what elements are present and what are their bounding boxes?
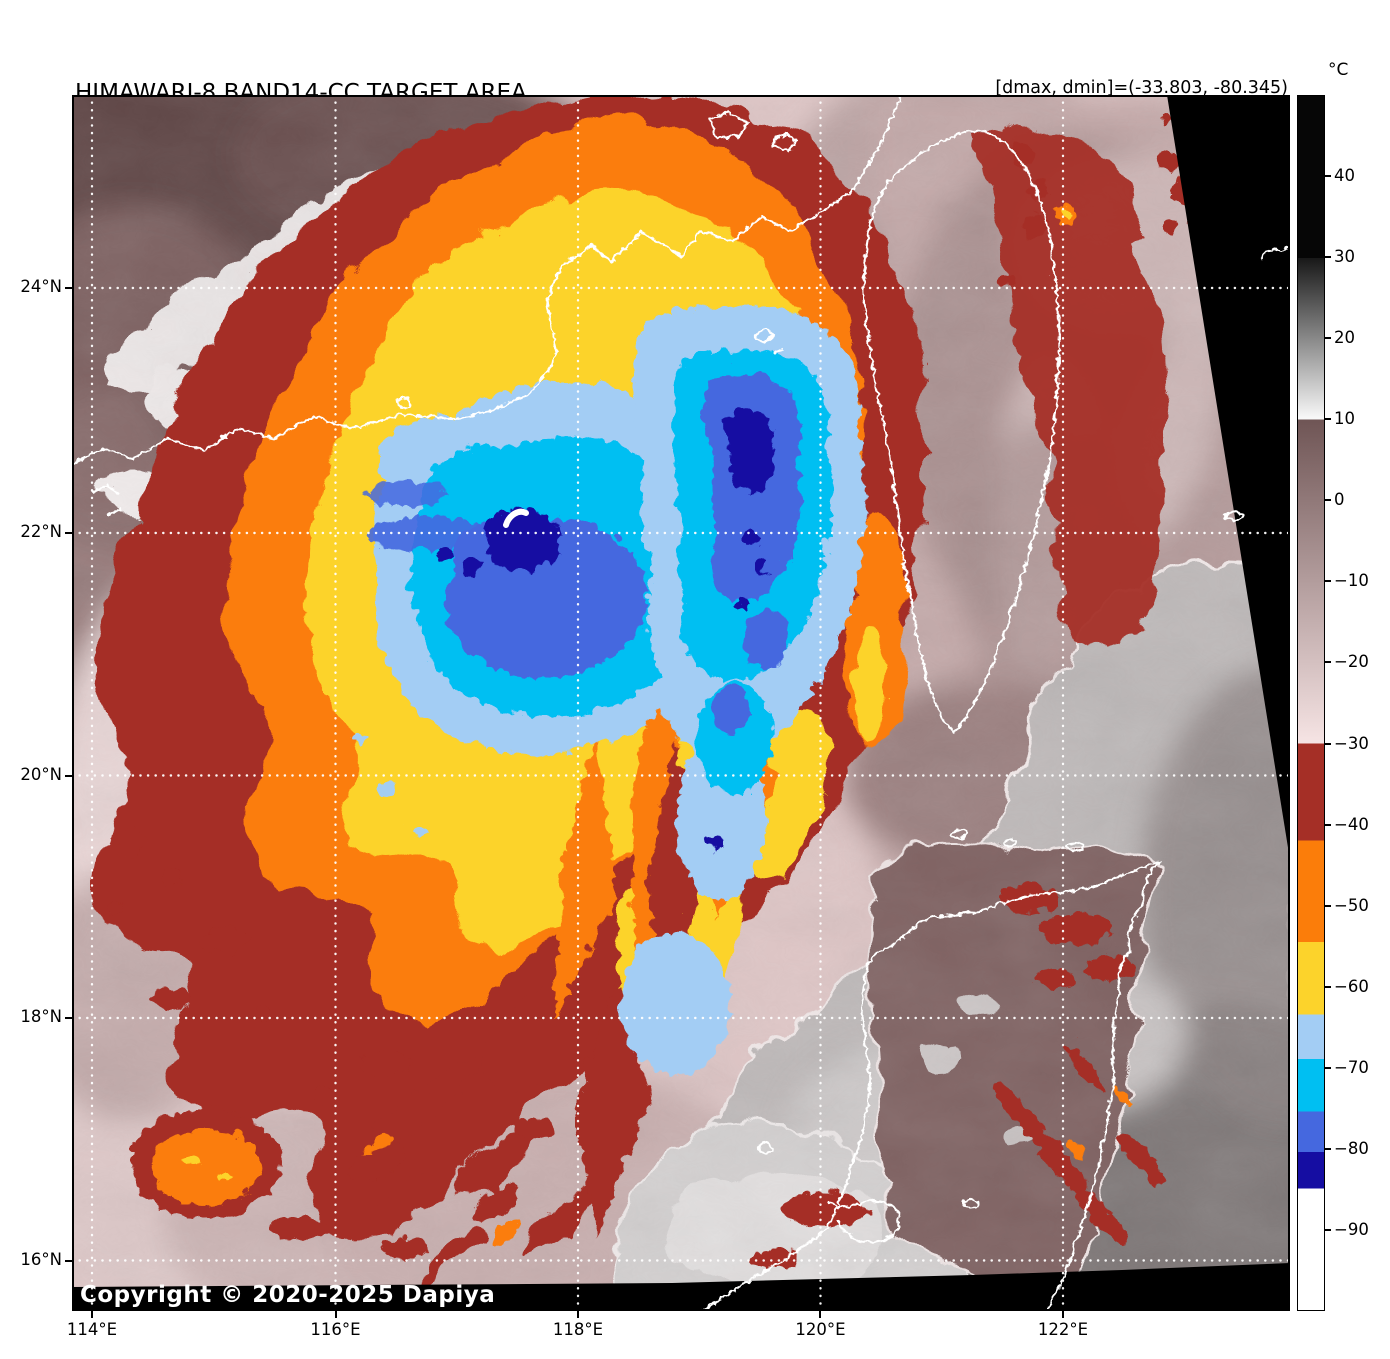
- coastline-luzon: [696, 858, 1161, 1311]
- cold-core-west: [347, 377, 787, 835]
- y-axis-tick: [65, 287, 72, 289]
- coastline-small-islands: [395, 394, 1244, 1209]
- colorbar-tick-label: −90: [1334, 1219, 1369, 1239]
- colorbar-tick-label: −40: [1334, 814, 1369, 834]
- colorbar-tick-label: −80: [1334, 1138, 1369, 1158]
- colorbar-tick: [1325, 661, 1331, 664]
- scan-edge-mask: [72, 95, 1290, 1311]
- colorbar-tick-label: 10: [1334, 409, 1355, 429]
- coastline-china-islands: [90, 109, 798, 515]
- colorbar-tick: [1325, 256, 1331, 259]
- colorbar-tick-label: 40: [1334, 166, 1355, 186]
- colorbar-tick: [1325, 418, 1331, 421]
- copyright-label: Copyright © 2020-2025 Dapiya: [80, 1282, 496, 1308]
- colorbar-tick-label: −50: [1334, 895, 1369, 915]
- x-axis-tick: [90, 1311, 93, 1318]
- map-border: [72, 95, 1290, 1311]
- dmax-dmin-readout: [dmax, dmin]=(-33.803, -80.345): [995, 78, 1288, 98]
- coastline-lingayen-gulf: [825, 1198, 900, 1242]
- temperature-colorbar: [1297, 95, 1325, 1311]
- colorbar-tick: [1325, 985, 1331, 988]
- colorbar-tick: [1325, 742, 1331, 745]
- coastline-china: [72, 95, 902, 463]
- scan-edge-bottom: [72, 1263, 1290, 1311]
- colorbar-tick: [1325, 580, 1331, 583]
- colorbar-tick: [1325, 904, 1331, 907]
- y-axis-label: 18°N: [20, 1007, 62, 1026]
- y-axis-tick: [65, 1017, 72, 1019]
- y-axis-tick: [65, 774, 72, 777]
- coastline-taiwan: [861, 128, 1059, 732]
- colorbar-tick-label: 0: [1334, 490, 1345, 510]
- y-axis-label: 16°N: [20, 1249, 62, 1269]
- y-axis-tick: [65, 532, 72, 534]
- x-axis-label: 118°E: [552, 1320, 604, 1339]
- cold-core-east: [617, 300, 863, 1072]
- product-title: HIMAWARI-8 BAND14-CC TARGET AREA: [75, 80, 527, 106]
- colorbar-tick: [1325, 823, 1331, 826]
- coastlines: [72, 95, 1290, 1311]
- colorbar-unit-label: °C: [1328, 60, 1349, 80]
- scan-edge-top-right: [1167, 95, 1290, 860]
- lat-lon-gridlines: [72, 95, 1290, 1311]
- colorbar-tick-label: −70: [1334, 1057, 1369, 1077]
- x-axis-label: 114°E: [66, 1320, 118, 1339]
- colorbar-tick: [1325, 1228, 1331, 1231]
- eye-cold-spot-marker: [503, 508, 529, 528]
- satellite-map: [72, 95, 1290, 1311]
- colorbar-tick-label: −20: [1334, 652, 1369, 672]
- colorbar-tick-label: 20: [1334, 328, 1355, 348]
- colorbar-tick: [1325, 337, 1331, 340]
- colorbar-tick: [1325, 175, 1331, 178]
- x-axis-label: 120°E: [795, 1320, 846, 1339]
- x-axis-label: 116°E: [310, 1320, 361, 1339]
- colorbar-tick-label: −60: [1334, 976, 1369, 996]
- y-axis-label: 20°N: [20, 764, 62, 784]
- y-axis-label: 24°N: [20, 277, 62, 296]
- x-axis-tick: [1062, 1311, 1064, 1318]
- cold-speckles: [104, 110, 1201, 1265]
- colorbar-tick: [1325, 1066, 1331, 1069]
- y-axis-label: 22°N: [20, 522, 62, 541]
- satellite-ir-image: [72, 95, 1290, 1311]
- x-axis-tick: [819, 1311, 822, 1318]
- x-axis-tick: [334, 1311, 337, 1318]
- x-axis-label: 122°E: [1037, 1320, 1089, 1339]
- colorbar-tick-label: −10: [1334, 571, 1369, 591]
- colorbar-tick-label: −30: [1334, 733, 1369, 753]
- colorbar-tick: [1325, 499, 1331, 502]
- y-axis-tick: [65, 1259, 72, 1262]
- x-axis-tick: [577, 1311, 579, 1318]
- colorbar-tick: [1325, 1147, 1331, 1150]
- coastline-penghu-islands: [752, 326, 782, 353]
- colorbar-tick-label: 30: [1334, 247, 1355, 267]
